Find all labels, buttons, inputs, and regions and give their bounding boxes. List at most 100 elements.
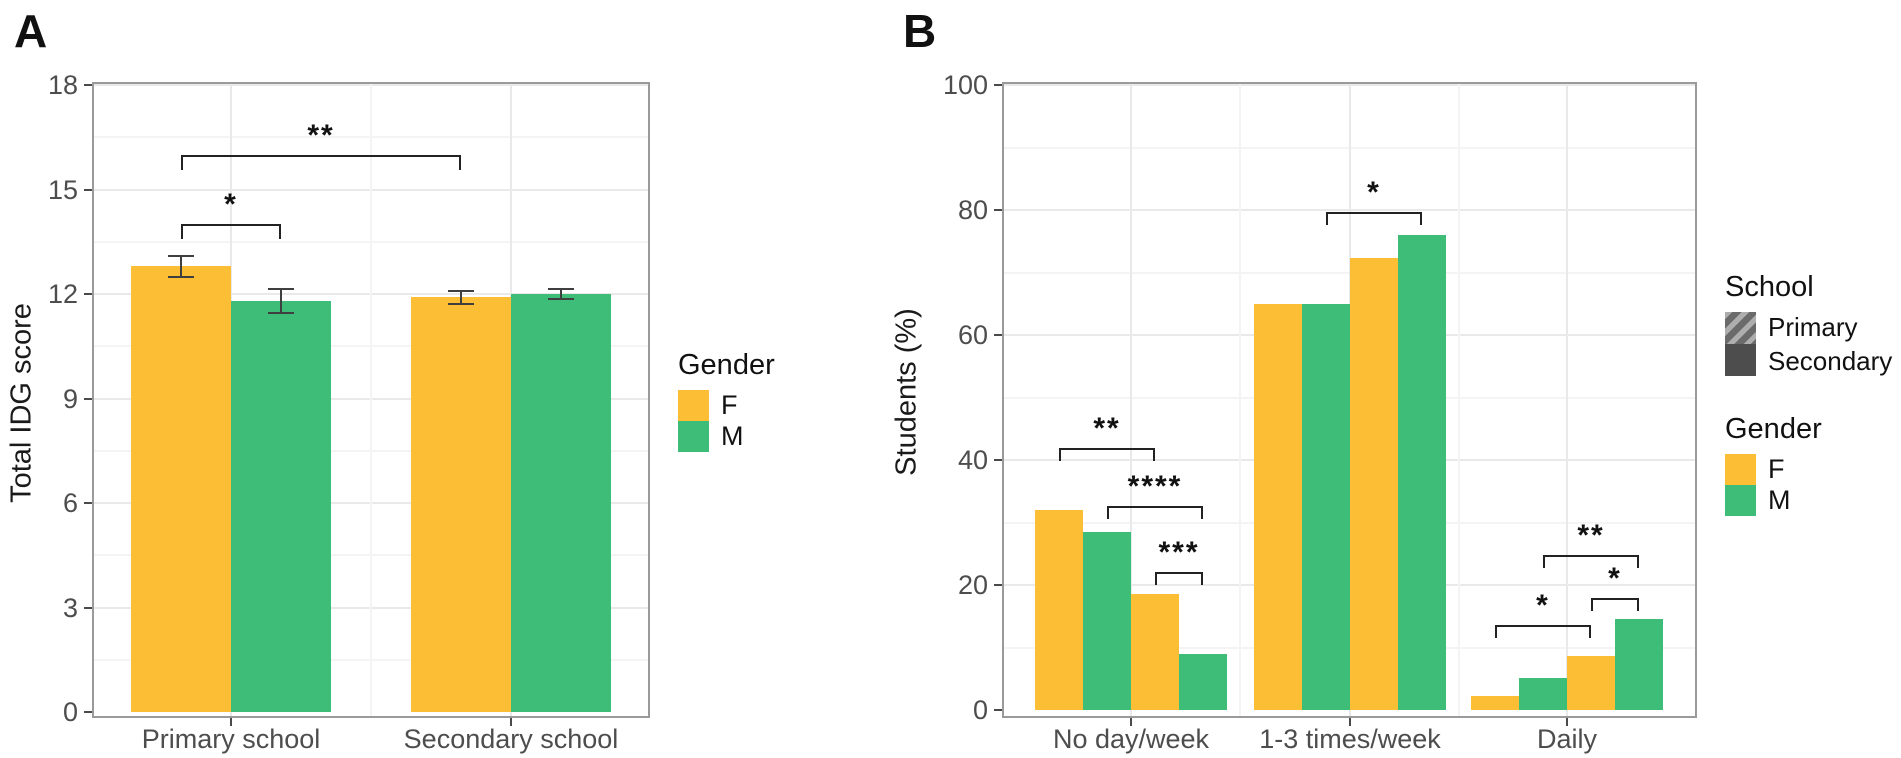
error-bar-cap-top: [168, 254, 194, 257]
y-axis-tick-mark: [84, 711, 92, 713]
error-bar-cap-bottom: [548, 298, 574, 301]
error-bar-cap-bottom: [268, 312, 294, 315]
y-axis-tick-label: 9: [62, 383, 78, 414]
error-bar-line: [180, 255, 182, 277]
legend-item-label: M: [721, 420, 744, 451]
significance-bracket: [1543, 555, 1639, 568]
error-bar-cap-bottom: [448, 303, 474, 306]
significance-bracket: [1155, 571, 1203, 585]
legend-item-label: Secondary: [1768, 345, 1893, 376]
x-axis-tick-label: Daily: [1536, 724, 1597, 754]
y-axis-tick-mark: [994, 209, 1002, 211]
bar-m: [231, 300, 331, 712]
male-color-swatch: [1725, 484, 1756, 516]
significance-bracket: [1495, 625, 1591, 638]
x-axis-tick-label: No day/week: [1052, 724, 1210, 754]
significance-label: *: [224, 188, 238, 222]
bar-secondary-m: [1615, 618, 1663, 710]
y-axis-tick-mark: [84, 84, 92, 86]
bar-primary-m: [1083, 531, 1131, 710]
y-axis-tick-mark: [994, 84, 1002, 86]
y-axis-tick-label: 20: [957, 570, 988, 600]
significance-label: *: [1367, 175, 1381, 209]
legend-item-male: M: [678, 420, 775, 452]
significance-label: *: [1608, 562, 1622, 596]
y-axis-tick-mark: [994, 459, 1002, 461]
panel-b-gender-legend: Gender F M: [1725, 413, 1822, 516]
panel-b-label: B: [903, 5, 937, 57]
y-axis-tick-mark: [84, 397, 92, 400]
significance-bracket: [1059, 448, 1155, 462]
legend-item-male: M: [1725, 484, 1822, 516]
y-axis-tick-label: 15: [47, 174, 78, 205]
y-axis-tick-mark: [994, 334, 1002, 336]
bar-secondary-f: [1131, 594, 1179, 710]
x-axis-tick-mark: [1566, 718, 1568, 726]
legend-item-female: F: [1725, 453, 1822, 485]
x-axis-tick-mark: [510, 718, 512, 726]
legend-title: Gender: [678, 349, 775, 381]
y-axis-tick-label: 18: [47, 70, 78, 100]
y-axis-tick-label: 0: [972, 695, 988, 725]
school-legend-labels: Primary Secondary: [1768, 312, 1892, 376]
error-bar-cap-top: [268, 287, 294, 290]
primary-hatched-swatch: [1725, 311, 1756, 344]
y-axis-tick-mark: [994, 584, 1002, 586]
bar-primary-f: [1471, 695, 1519, 710]
panel-b-y-axis-title: Students (%): [890, 308, 923, 476]
y-axis-tick-mark: [84, 188, 92, 191]
y-axis-tick-label: 100: [942, 70, 988, 100]
bar-secondary-f: [1567, 655, 1615, 710]
panel-a-gender-legend: Gender F M: [678, 349, 775, 452]
legend-item-label: F: [1768, 453, 1785, 484]
significance-bracket: [1591, 598, 1639, 612]
bar-f: [131, 266, 231, 712]
bar-m: [511, 294, 611, 712]
significance-label: *: [1536, 589, 1550, 622]
y-axis-tick-label: 80: [957, 195, 988, 225]
x-axis-tick-label: 1-3 times/week: [1259, 724, 1441, 754]
legend-item-label: Primary: [1768, 311, 1858, 342]
significance-bracket: [181, 224, 281, 240]
female-color-swatch: [1725, 453, 1756, 485]
y-axis-tick-mark: [84, 502, 92, 504]
y-axis-tick-label: 0: [62, 697, 78, 727]
gridline-vertical-minor: [1239, 82, 1241, 718]
error-bar-line: [280, 288, 282, 314]
y-axis-tick-label: 3: [62, 592, 78, 623]
x-axis-tick-label: Primary school: [141, 724, 321, 754]
y-axis-tick-mark: [84, 293, 92, 295]
x-axis-tick-mark: [230, 718, 232, 726]
bar-secondary-f: [1350, 258, 1398, 710]
legend-item-label: F: [721, 389, 738, 420]
error-bar-line: [560, 288, 562, 300]
y-axis-tick-mark: [84, 606, 92, 609]
error-bar-cap-bottom: [168, 275, 194, 278]
y-axis-tick-mark: [994, 709, 1002, 711]
significance-bracket: [1107, 506, 1203, 520]
bar-secondary-m: [1179, 653, 1227, 710]
significance-label: **: [1093, 412, 1121, 446]
legend-title: Gender: [1725, 413, 1822, 445]
y-axis-tick-label: 6: [62, 488, 78, 518]
female-color-swatch: [678, 389, 709, 421]
error-bar-line: [460, 290, 462, 305]
y-axis-tick-label: 60: [957, 320, 988, 350]
error-bar-cap-top: [448, 289, 474, 292]
x-axis-tick-mark: [1349, 718, 1351, 726]
bar-primary-f: [1035, 510, 1083, 710]
secondary-solid-swatch: [1725, 343, 1756, 376]
x-axis-tick-label: Secondary school: [403, 724, 619, 754]
x-axis-tick-mark: [1130, 718, 1132, 726]
male-color-swatch: [678, 420, 709, 452]
gridline-vertical: [1566, 82, 1568, 718]
bar-f: [411, 297, 511, 712]
gridline-vertical: [1130, 82, 1132, 718]
bar-primary-f: [1254, 303, 1302, 710]
school-pattern-swatch: [1725, 311, 1756, 376]
significance-label: ****: [1127, 470, 1183, 504]
significance-label: **: [307, 118, 335, 152]
significance-bracket: [1326, 211, 1422, 225]
significance-bracket: [181, 154, 461, 170]
